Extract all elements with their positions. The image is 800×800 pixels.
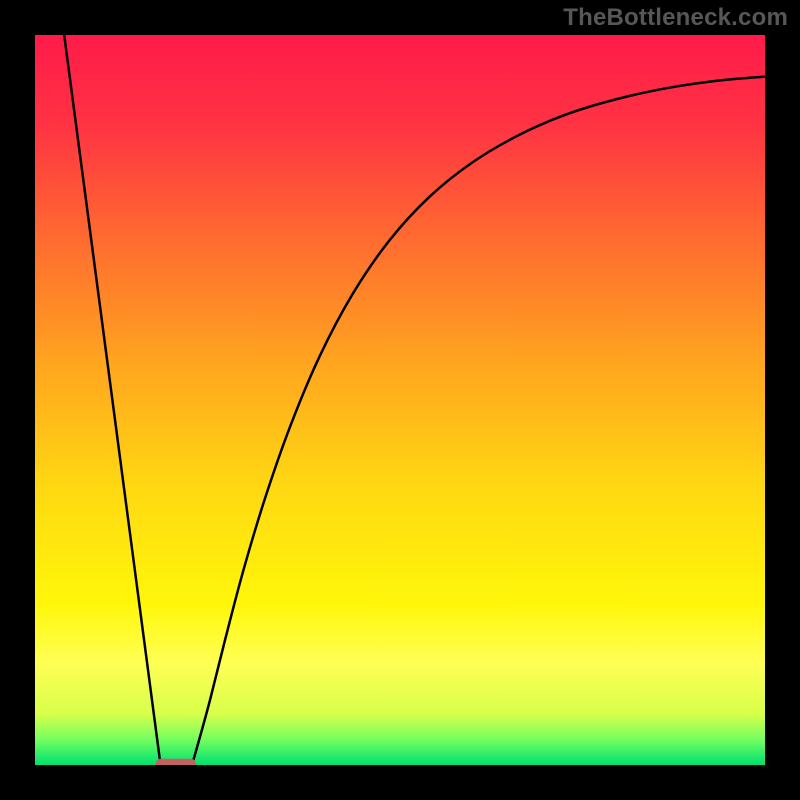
watermark-text: TheBottleneck.com: [563, 4, 788, 32]
bottleneck-chart: TheBottleneck.com: [0, 0, 800, 800]
chart-canvas: [0, 0, 800, 800]
plot-background: [35, 35, 765, 765]
